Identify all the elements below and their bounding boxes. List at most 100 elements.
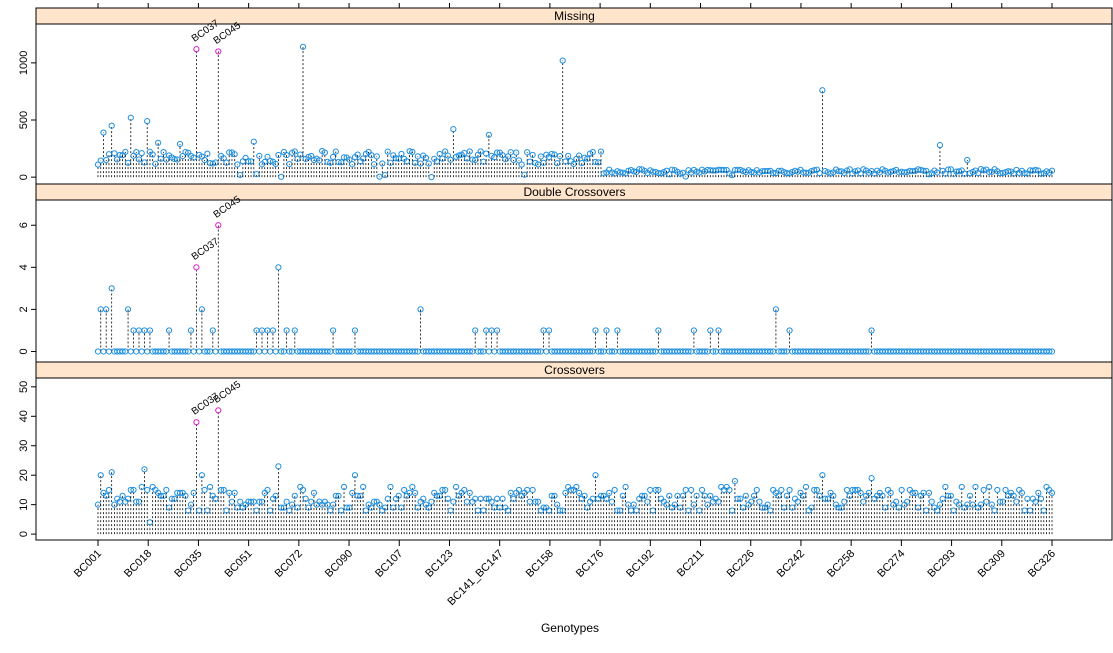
data-point xyxy=(155,139,162,146)
data-point xyxy=(641,492,648,499)
data-point xyxy=(603,327,610,334)
data-point xyxy=(614,168,621,175)
data-point xyxy=(138,150,145,157)
data-point xyxy=(622,483,629,491)
data-point xyxy=(649,168,657,175)
data-point xyxy=(354,492,361,499)
data-point xyxy=(472,327,479,334)
y-tick-label: 0 xyxy=(18,348,30,354)
data-point xyxy=(1018,489,1026,496)
data-point xyxy=(696,507,703,514)
data-point xyxy=(190,154,197,161)
data-point xyxy=(357,492,364,499)
data-point xyxy=(182,348,189,355)
panel-strip-label: Missing xyxy=(554,9,595,23)
data-point xyxy=(586,348,594,355)
data-point xyxy=(483,495,490,502)
data-point xyxy=(247,348,255,355)
data-point xyxy=(442,486,449,494)
x-tick-label: BC035 xyxy=(172,548,204,580)
data-point xyxy=(778,486,785,494)
data-point xyxy=(920,167,927,174)
data-point xyxy=(606,489,613,496)
data-point xyxy=(816,170,823,177)
data-point xyxy=(100,129,107,136)
data-point xyxy=(857,489,864,496)
data-point xyxy=(278,173,285,180)
data-point xyxy=(914,166,922,173)
data-point xyxy=(781,348,788,355)
data-point xyxy=(417,306,424,313)
data-point xyxy=(868,475,875,482)
data-point xyxy=(939,495,946,502)
data-point xyxy=(811,167,818,174)
data-point xyxy=(204,150,211,157)
data-point xyxy=(619,492,626,499)
data-point xyxy=(781,169,788,176)
panel-frame xyxy=(35,199,1113,363)
data-point xyxy=(701,348,708,355)
data-point xyxy=(584,155,591,162)
data-point xyxy=(521,171,528,178)
data-point xyxy=(972,483,979,491)
data-point xyxy=(196,507,203,514)
data-point xyxy=(737,495,744,502)
data-point xyxy=(212,159,219,166)
data-point xyxy=(264,486,271,494)
x-axis-title: Genotypes xyxy=(541,621,599,635)
data-point xyxy=(611,486,618,494)
data-point xyxy=(576,489,583,496)
data-point xyxy=(283,327,290,334)
data-point xyxy=(731,477,739,485)
data-point xyxy=(291,327,298,334)
data-point xyxy=(980,486,987,494)
data-point xyxy=(138,483,145,491)
data-point xyxy=(988,501,995,508)
data-point xyxy=(1040,507,1047,514)
data-point xyxy=(124,306,132,313)
data-point xyxy=(991,507,998,514)
data-point xyxy=(305,504,312,511)
data-point xyxy=(879,492,886,499)
data-point xyxy=(409,483,416,491)
data-point xyxy=(819,87,826,94)
data-point xyxy=(444,495,451,502)
data-point xyxy=(392,155,400,162)
data-point xyxy=(135,156,143,163)
data-point xyxy=(466,489,473,496)
data-point xyxy=(759,504,766,511)
data-point xyxy=(584,504,591,511)
data-point xyxy=(335,492,342,499)
data-point xyxy=(781,504,788,511)
data-point xyxy=(119,348,126,355)
data-point xyxy=(278,504,285,511)
data-point xyxy=(1037,170,1045,177)
data-point xyxy=(945,166,952,173)
data-point xyxy=(436,492,443,499)
data-point xyxy=(176,140,184,148)
data-point xyxy=(485,131,492,138)
data-point xyxy=(381,504,389,511)
data-point xyxy=(709,348,717,355)
data-point xyxy=(272,492,279,499)
data-point xyxy=(630,168,637,175)
data-point xyxy=(898,486,905,494)
data-point xyxy=(986,483,993,491)
data-point xyxy=(360,483,367,491)
data-point xyxy=(767,507,774,514)
data-point xyxy=(734,166,741,173)
data-point xyxy=(772,306,780,313)
data-point xyxy=(786,486,793,494)
data-point xyxy=(444,152,451,159)
data-point xyxy=(950,507,957,514)
data-point xyxy=(597,348,605,355)
data-point xyxy=(947,166,954,173)
data-point xyxy=(565,152,572,159)
data-point xyxy=(160,492,167,499)
data-point xyxy=(234,161,241,168)
data-point xyxy=(387,483,394,491)
data-point xyxy=(895,504,903,511)
data-point xyxy=(942,483,949,491)
data-point xyxy=(483,150,490,157)
